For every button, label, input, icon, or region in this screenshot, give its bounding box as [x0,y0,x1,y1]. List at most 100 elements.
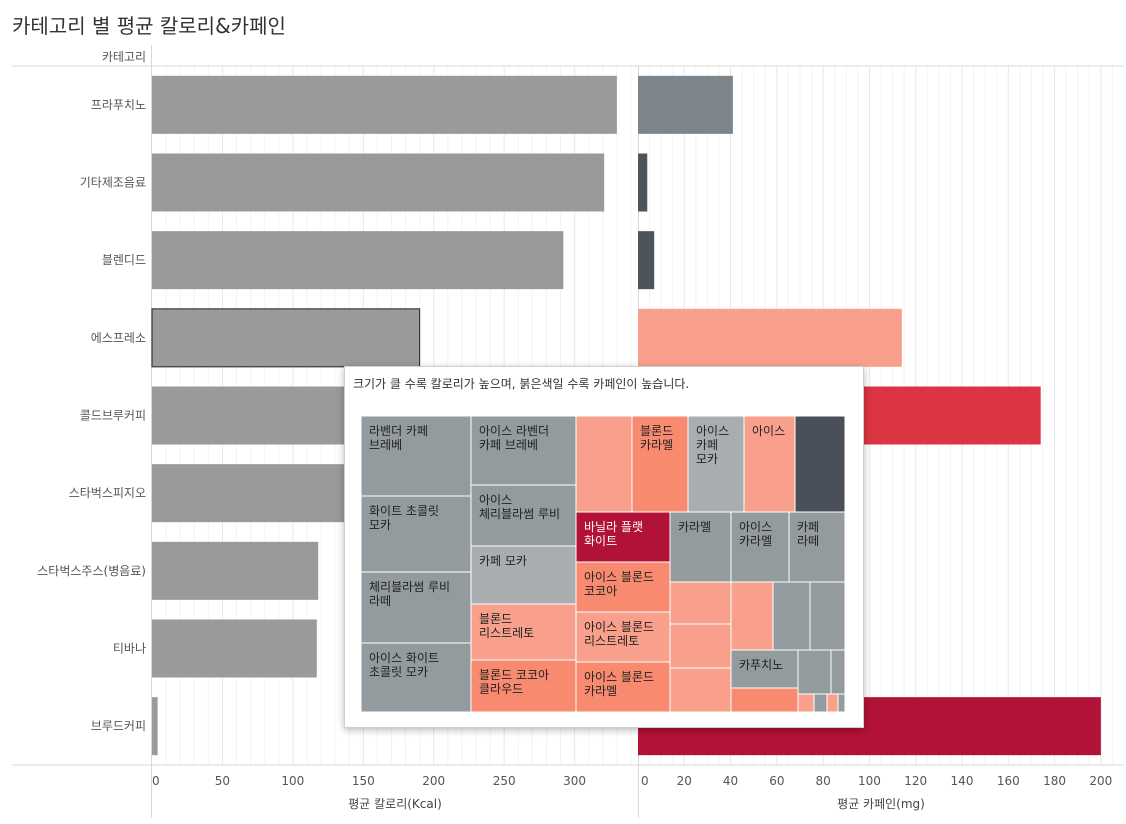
treemap-cell [772,581,811,651]
treemap-label: 아이스 블론드 [584,670,654,684]
treemap-label: 아이스 [696,424,729,438]
chart-title: 카테고리 별 평균 칼로리&카페인 [12,14,286,38]
treemap-label: 아이스 [479,493,512,507]
treemap-label: 아이스 [739,520,772,534]
treemap-label: 블론드 코코아 [479,668,549,682]
treemap-cell [813,693,828,713]
treemap-cell [360,642,472,713]
calorie-bar [152,619,317,678]
treemap-cell [669,511,732,583]
x-tick-label: 50 [215,774,230,788]
treemap-cell [826,693,839,713]
treemap-label: 카푸치노 [739,658,783,672]
caffeine-bar [638,75,733,134]
treemap-label: 아이스 라벤더 [479,424,549,438]
x-tick-label: 150 [352,774,375,788]
caffeine-bar [638,153,648,212]
treemap-label: 블론드 [479,612,512,626]
x-tick-label: 200 [1089,774,1112,788]
treemap-cell [470,603,577,661]
x-tick-label: 100 [858,774,881,788]
treemap-label: 체리블라썸 루비 [479,507,560,521]
category-label: 에스프레소 [91,331,146,345]
treemap-label: 리스트레토 [479,626,534,640]
treemap-label: 카라멜 [584,684,617,698]
treemap-cell [788,511,846,583]
treemap-cell [470,659,577,713]
treemap-label: 카페 모카 [479,554,527,568]
x-tick-label: 120 [904,774,927,788]
x-tick-label: 80 [816,774,831,788]
x-tick-label: 200 [422,774,445,788]
calorie-bar [152,231,564,290]
treemap-label: 라떼 [797,534,819,548]
treemap-cell [794,415,846,513]
x-axis-title: 평균 카페인(mg) [837,797,925,811]
treemap-cell [730,581,774,651]
calorie-bar [151,308,421,368]
treemap-label: 화이트 [584,534,617,548]
tooltip: 크기가 클 수록 칼로리가 높으며, 붉은색일 수록 카페인이 높습니다. 라벤… [344,366,864,728]
category-label: 스타벅스주스(병음료) [37,564,146,578]
treemap-label: 아이스 블론드 [584,620,654,634]
x-tick-label: 160 [997,774,1020,788]
treemap-label: 모카 [369,518,391,532]
category-label: 콜드브루커피 [80,409,146,423]
treemap-label: 카라멜 [640,438,673,452]
tooltip-text: 크기가 클 수록 칼로리가 높으며, 붉은색일 수록 카페인이 높습니다. [353,377,690,391]
treemap-cell [575,611,671,663]
x-tick-label: 40 [723,774,738,788]
x-tick-label: 300 [563,774,586,788]
x-tick-label: 20 [677,774,692,788]
treemap-label: 라벤더 카페 [369,424,428,438]
treemap-cell [830,649,846,695]
treemap-cell [669,581,732,625]
treemap-label: 모카 [696,452,718,466]
treemap-label: 라떼 [369,594,391,608]
x-tick-label: 100 [281,774,304,788]
treemap-cell [730,687,799,713]
treemap-cell [470,545,577,605]
treemap-label: 카페 [696,438,718,452]
treemap-label: 블론드 [640,424,673,438]
treemap-label: 아이스 화이트 [369,651,439,665]
treemap-cell [575,415,633,513]
row-header: 카테고리 [102,50,146,64]
x-tick-label: 60 [769,774,784,788]
treemap-label: 아이스 블론드 [584,570,654,584]
treemap-label: 코코아 [584,584,617,598]
treemap-cell [809,581,846,651]
category-label: 기타제조음료 [80,176,146,190]
caffeine-bar [638,308,902,367]
treemap-label: 카페 브레베 [479,438,538,452]
treemap-cell [575,511,671,563]
treemap-cell [797,693,815,713]
treemap-label: 브레베 [369,438,402,452]
treemap-label: 리스트레토 [584,634,639,648]
calorie-bar [152,541,319,600]
category-label: 브루드커피 [91,719,146,733]
treemap-label: 체리블라썸 루비 [369,580,450,594]
caffeine-bar [638,231,655,290]
treemap-cell [669,667,732,713]
category-label: 블렌디드 [102,253,146,267]
calorie-bar [152,153,605,212]
treemap-label: 클라우드 [479,682,523,696]
x-tick-label: 180 [1043,774,1066,788]
category-label: 티바나 [113,642,146,656]
treemap-label: 카라멜 [739,534,772,548]
calorie-bar [152,697,158,756]
x-tick-label: 0 [152,774,160,788]
treemap-label: 바닐라 플랫 [584,520,643,534]
calorie-bar [152,75,617,134]
x-axis-title: 평균 칼로리(Kcal) [348,797,442,811]
treemap-label: 카라멜 [678,520,711,534]
treemap-label: 초콜릿 모카 [369,665,428,679]
x-tick-label: 140 [951,774,974,788]
treemap-label: 아이스 [752,424,785,438]
category-label: 프라푸치노 [91,98,146,112]
treemap-label: 화이트 초콜릿 [369,504,439,518]
x-tick-label: 250 [493,774,516,788]
treemap-cell [797,649,832,695]
